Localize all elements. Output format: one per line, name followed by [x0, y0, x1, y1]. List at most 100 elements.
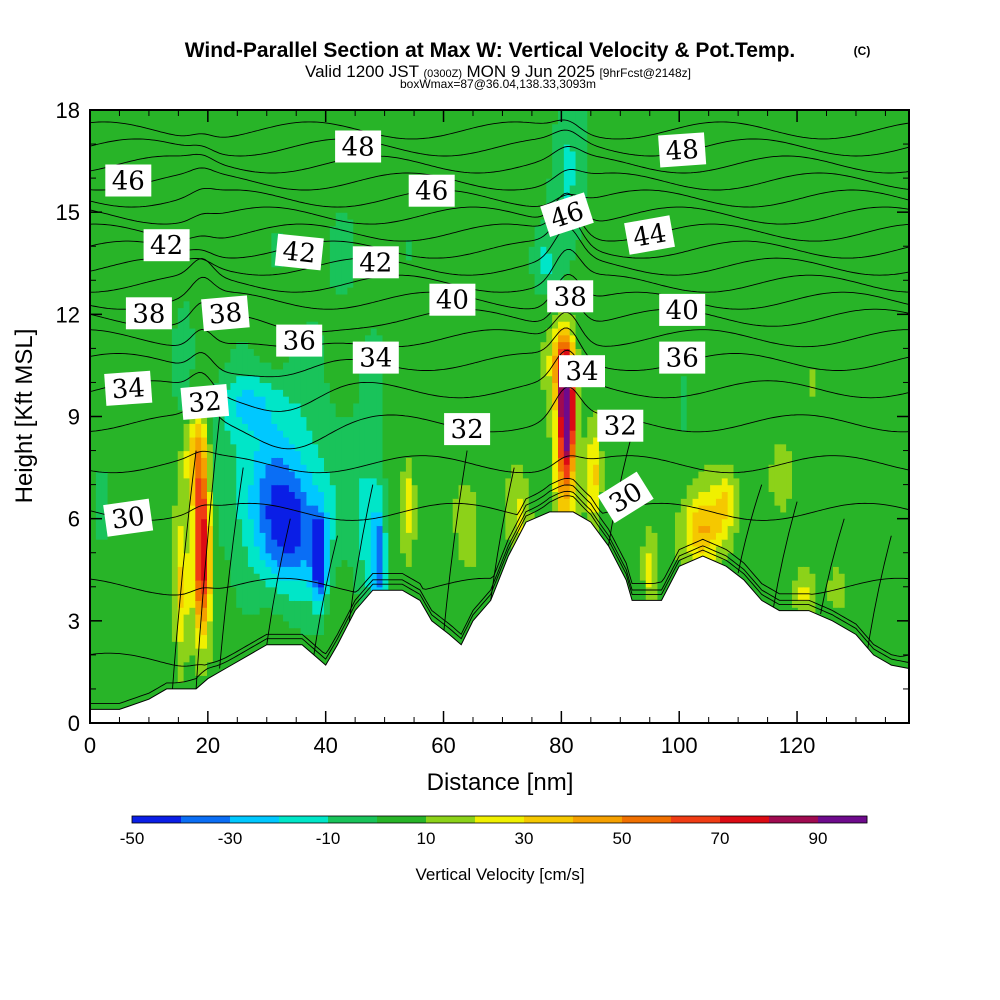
- w-cell: [306, 586, 313, 601]
- contour-label-text: 48: [342, 133, 375, 163]
- w-cell: [786, 450, 793, 499]
- w-cell: [563, 307, 571, 322]
- w-cell: [698, 532, 705, 554]
- w-cell: [107, 110, 114, 723]
- w-cell: [680, 498, 688, 581]
- w-cell: [119, 110, 126, 723]
- w-cell: [704, 545, 711, 561]
- w-cell: [177, 525, 185, 567]
- w-cell: [201, 436, 208, 458]
- w-cell: [581, 436, 588, 513]
- w-cell: [487, 110, 495, 723]
- w-cell: [247, 110, 255, 349]
- w-cell: [189, 436, 196, 506]
- contour-label: 42: [143, 229, 190, 262]
- w-cell: [382, 532, 389, 595]
- w-cell: [312, 600, 319, 615]
- w-cell: [394, 110, 401, 723]
- w-cell: [329, 287, 337, 404]
- w-cell: [552, 110, 559, 125]
- w-cell: [288, 402, 296, 445]
- w-cell: [242, 341, 249, 377]
- w-cell: [780, 443, 787, 513]
- w-cell: [563, 498, 571, 520]
- contour-label: 46: [540, 192, 594, 237]
- w-cell: [195, 579, 202, 601]
- w-cell: [581, 110, 588, 206]
- w-cell: [563, 198, 571, 275]
- w-cell: [171, 327, 179, 397]
- w-cell: [359, 559, 366, 622]
- w-cell: [265, 566, 272, 588]
- contour-label: 38: [125, 297, 172, 330]
- w-cell: [792, 110, 799, 581]
- w-cell: [189, 368, 196, 404]
- w-cell: [201, 110, 208, 404]
- w-cell: [177, 307, 185, 411]
- w-cell: [563, 341, 571, 349]
- contour-label-text: 32: [451, 415, 484, 445]
- w-cell: [288, 110, 296, 356]
- isentrope-32: [90, 450, 909, 474]
- w-cell: [710, 484, 717, 506]
- w-cell: [563, 464, 571, 479]
- w-cell: [692, 498, 699, 513]
- w-cell: [183, 552, 191, 615]
- w-cell: [195, 648, 202, 676]
- w-cell: [189, 423, 196, 438]
- w-cell: [283, 436, 290, 465]
- contour-label-text: 42: [359, 248, 392, 278]
- colorbar-tick-label: -50: [120, 829, 145, 848]
- w-cell: [277, 566, 284, 581]
- valid-date: MON 9 Jun 2025: [466, 62, 595, 81]
- w-cell: [698, 470, 705, 493]
- w-cell: [300, 110, 308, 329]
- w-cell: [715, 545, 723, 567]
- w-cell: [277, 430, 284, 458]
- w-cell: [563, 334, 571, 343]
- w-cell: [827, 110, 834, 581]
- colorbar-swatch: [230, 816, 280, 823]
- w-cell: [95, 539, 103, 723]
- w-cell: [569, 110, 577, 152]
- w-cell: [253, 545, 261, 574]
- contour-label: 34: [352, 341, 399, 374]
- w-cell: [277, 457, 284, 486]
- contour-label-text: 42: [281, 236, 317, 269]
- w-cell: [171, 641, 179, 723]
- w-cell: [663, 110, 670, 723]
- w-cell: [797, 566, 805, 588]
- w-cell: [341, 416, 348, 561]
- w-cell: [207, 593, 214, 622]
- plume-isentrope: [820, 518, 845, 615]
- contour-label-text: 40: [666, 296, 699, 326]
- contour-label-text: 30: [110, 502, 147, 536]
- w-cell: [698, 491, 705, 506]
- w-cell: [288, 566, 296, 581]
- colorbar-swatch: [328, 816, 378, 823]
- y-axis-title: Height [Kft MSL]: [11, 329, 38, 504]
- w-cell: [259, 362, 267, 384]
- w-cell: [540, 218, 547, 247]
- w-cell: [569, 491, 577, 520]
- w-cell: [335, 212, 343, 295]
- w-cell: [329, 110, 337, 227]
- w-cell: [247, 389, 255, 431]
- contour-label-text: 46: [415, 177, 448, 207]
- w-cell: [171, 396, 179, 506]
- plume-isentrope: [313, 535, 338, 655]
- w-cell: [546, 110, 553, 179]
- w-cell: [271, 573, 278, 588]
- w-cell: [312, 586, 319, 601]
- x-axis-title: Distance [nm]: [427, 769, 574, 796]
- w-cell: [762, 110, 770, 723]
- contour-label-text: 34: [111, 373, 146, 405]
- plume-isentrope: [737, 484, 763, 574]
- colorbar-tick-label: 90: [809, 829, 828, 848]
- w-cell: [271, 368, 278, 390]
- w-cell: [657, 110, 664, 723]
- w-cell: [546, 375, 553, 438]
- isentrope-48: [90, 119, 909, 140]
- w-cell: [312, 484, 319, 506]
- w-cell: [312, 110, 319, 322]
